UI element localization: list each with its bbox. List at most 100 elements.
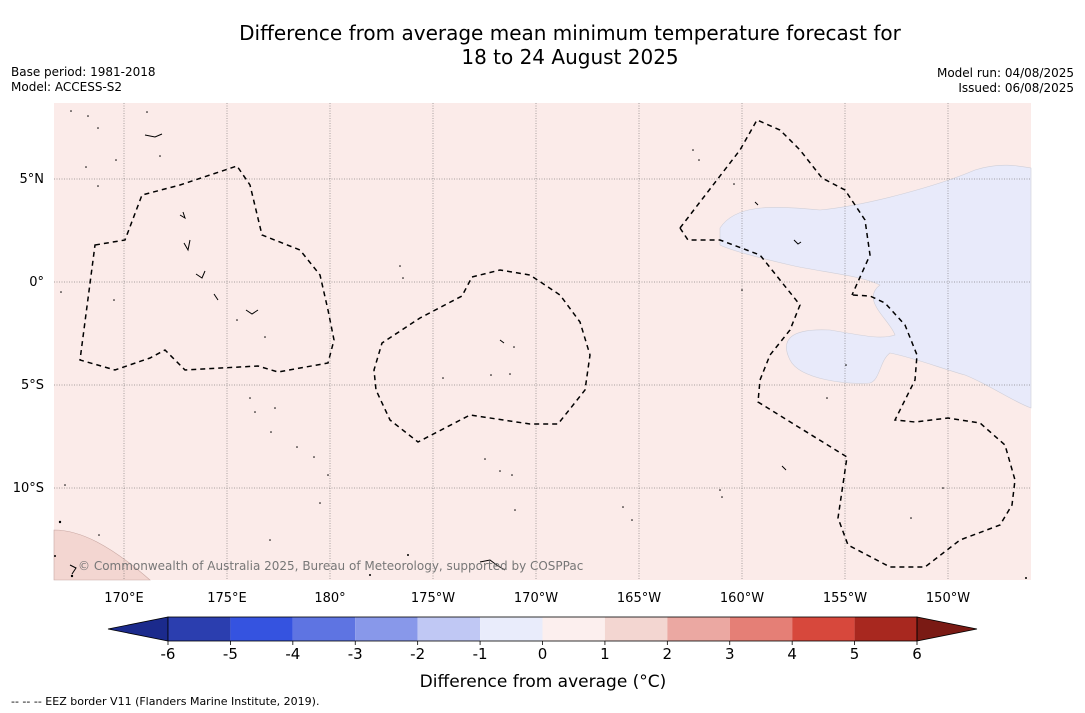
meta-left: Base period: 1981-2018 Model: ACCESS-S2: [11, 65, 156, 95]
island-dot: [249, 397, 251, 399]
gridlines: [54, 103, 1031, 580]
lat-label: 0°: [29, 275, 44, 290]
colorbar-bin: [542, 617, 605, 641]
island-dot: [64, 484, 66, 486]
colorbar-tick-label: 6: [912, 645, 922, 663]
island-dot: [296, 446, 298, 448]
eez-border-west: [79, 165, 335, 373]
island-dot: [1025, 577, 1027, 579]
island-dot: [402, 277, 404, 279]
island-dot: [236, 319, 238, 321]
lon-label: 155°W: [823, 591, 867, 606]
model-run-label: Model run: 04/08/2025: [936, 66, 1074, 80]
island-dot: [369, 574, 371, 576]
colorbar-bin: [792, 617, 855, 641]
eez-border-central: [373, 269, 591, 443]
island: [179, 211, 186, 220]
chart-title: Difference from average mean minimum tem…: [0, 21, 1085, 69]
island-dot: [942, 487, 944, 489]
colorbar: -6 -5 -4 -3 -2 -1 0 1 2 3 4 5 6: [107, 616, 978, 663]
island-dot: [97, 185, 99, 187]
eez-borders: [79, 119, 1016, 568]
island-dot: [733, 183, 735, 185]
colorbar-tick-label: 2: [663, 645, 673, 663]
island-dot: [845, 364, 847, 366]
island-dot: [442, 377, 444, 379]
island-dots: [54, 110, 1027, 579]
colorbar-tick-label: 0: [538, 645, 548, 663]
coastal-anomaly-region: [53, 529, 151, 581]
colorbar-tick-label: -5: [223, 645, 238, 663]
lon-label: 175°E: [207, 591, 247, 606]
eez-note: -- -- -- EEZ border V11 (Flanders Marine…: [11, 695, 320, 708]
island-dot: [98, 534, 100, 536]
lon-label: 160°W: [720, 591, 764, 606]
colorbar-bin: [854, 617, 917, 641]
island: [499, 339, 505, 344]
island-dot: [721, 496, 723, 498]
colorbar-bin: [604, 617, 668, 641]
colorbar-tick-label: 1: [600, 645, 610, 663]
lon-label: 180°: [314, 591, 345, 606]
lon-label: 170°W: [514, 591, 558, 606]
lat-label: 5°N: [20, 172, 45, 187]
meta-right: Model run: 04/08/2025 Issued: 06/08/2025: [937, 66, 1074, 96]
eez-border-east-mid: [679, 227, 1016, 568]
longitude-labels: 170°E 175°E 180° 175°W 170°W 165°W 160°W…: [104, 591, 970, 606]
colorbar-bin: [480, 617, 543, 641]
lon-label: 150°W: [926, 591, 970, 606]
eez-border-east-north: [679, 119, 871, 296]
island-dot: [254, 411, 256, 413]
island-dot: [622, 506, 624, 508]
island-dot: [484, 458, 486, 460]
lat-label: 5°S: [21, 378, 44, 393]
negative-anomaly-region: [719, 164, 1032, 409]
colorbar-label: Difference from average (°C): [420, 672, 667, 692]
base-period-label: Base period: 1981-2018: [11, 65, 156, 79]
island-dot: [319, 502, 321, 504]
copyright-text: © Commonwealth of Australia 2025, Bureau…: [78, 559, 583, 573]
colorbar-tick-label: -6: [161, 645, 176, 663]
island-dot: [264, 336, 266, 338]
island: [144, 133, 163, 138]
island-dot: [719, 489, 721, 491]
colorbar-bin: [667, 617, 730, 641]
colorbar-tick-label: 3: [725, 645, 735, 663]
island-dot: [58, 520, 62, 524]
colorbar-bin: [230, 617, 293, 641]
island-outlines: [69, 133, 802, 575]
island: [479, 559, 506, 571]
title-line-1: Difference from average mean minimum tem…: [239, 21, 901, 45]
island-dot: [499, 470, 501, 472]
colorbar-bin: [729, 617, 793, 641]
island-dot: [509, 373, 511, 375]
latitude-labels: 5°N 0° 5°S 10°S: [13, 172, 44, 496]
lon-label: 165°W: [617, 591, 661, 606]
colorbar-bin: [355, 617, 418, 641]
island: [781, 465, 787, 471]
island-dot: [115, 159, 117, 161]
island: [195, 270, 206, 279]
island-dot: [490, 374, 492, 376]
island-dot: [85, 166, 87, 168]
island-dot: [631, 519, 633, 521]
island-dot: [269, 539, 271, 541]
island-dot: [146, 111, 148, 113]
island-dot: [313, 456, 315, 458]
island-dot: [692, 149, 694, 151]
colorbar-extend-high: [916, 616, 978, 642]
island-dot: [511, 474, 513, 476]
island-dot: [698, 159, 700, 161]
island-dot: [514, 509, 516, 511]
colorbar-tick-label: -1: [473, 645, 488, 663]
island-dot: [270, 431, 272, 433]
title-line-2: 18 to 24 August 2025: [461, 45, 679, 69]
island: [245, 309, 259, 315]
colorbar-tick-label: -3: [348, 645, 363, 663]
island-dot: [513, 346, 515, 348]
island: [754, 201, 759, 206]
island-dot: [60, 291, 62, 293]
lon-label: 175°W: [411, 591, 455, 606]
colorbar-tick-label: -2: [410, 645, 425, 663]
